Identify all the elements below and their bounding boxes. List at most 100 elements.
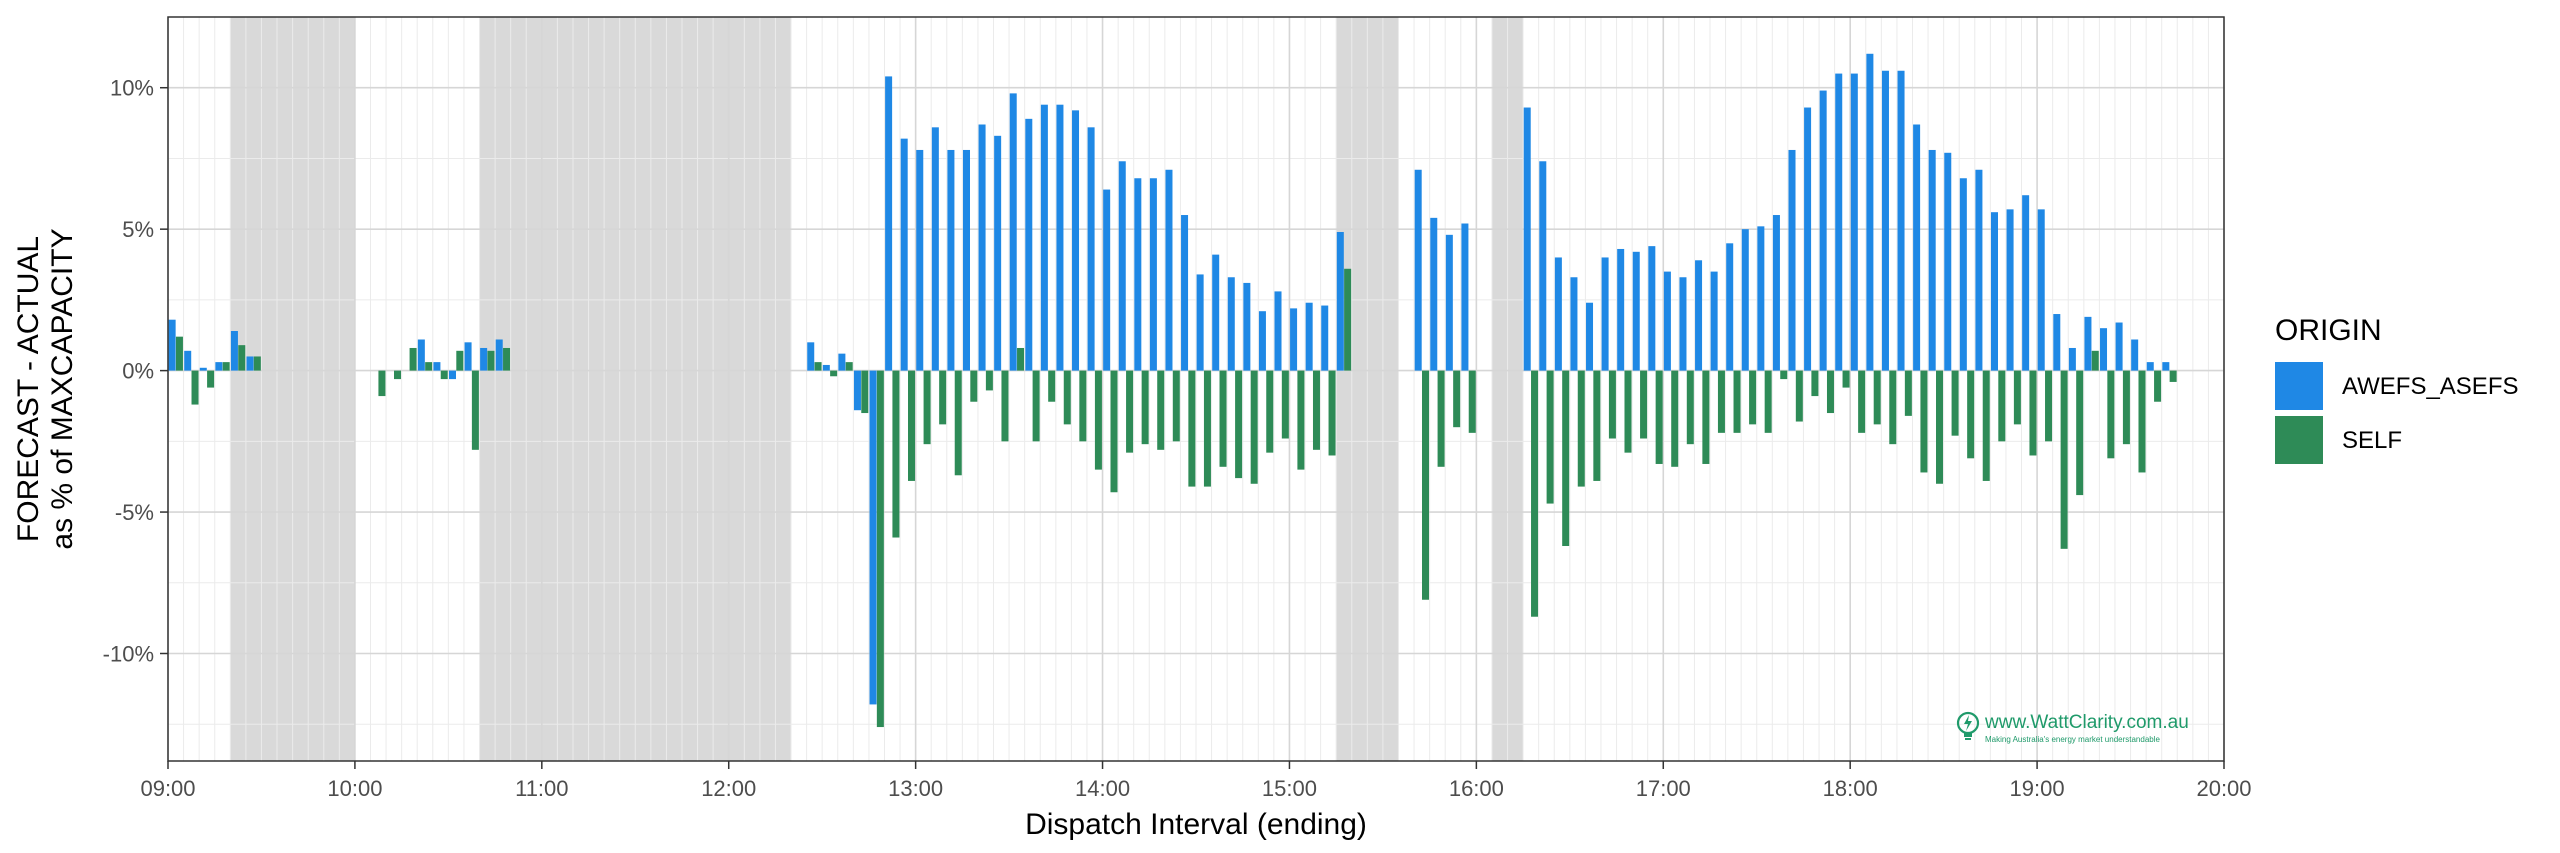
- y-tick-label: -5%: [115, 500, 154, 525]
- bar-awefs-asefs-1940: [2146, 362, 2154, 371]
- bar-awefs-asefs-1305: [916, 149, 924, 371]
- bar-awefs-asefs-1650: [1617, 248, 1625, 371]
- watermark-text: www.WattClarity.com.au: [1984, 712, 2189, 733]
- bar-self-1300: [908, 370, 916, 481]
- bar-self-1920: [2091, 350, 2099, 371]
- bar-self-1410: [1126, 370, 1134, 453]
- bar-self-1835: [1951, 370, 1959, 436]
- bar-self-1915: [2076, 370, 2084, 496]
- bar-self-1805: [1858, 370, 1866, 433]
- bar-awefs-asefs-1515: [1321, 305, 1329, 371]
- bar-awefs-asefs-1845: [1975, 169, 1983, 371]
- bar-self-0910: [191, 370, 199, 405]
- bar-awefs-asefs-1345: [1040, 104, 1048, 371]
- bar-self-1720: [1717, 370, 1725, 433]
- bar-self-1820: [1904, 370, 1912, 416]
- bar-awefs-asefs-1850: [1990, 212, 1998, 371]
- bar-self-1550: [1437, 370, 1445, 467]
- bar-awefs-asefs-1700: [1648, 246, 1656, 371]
- x-tick-label: 12:00: [701, 776, 756, 801]
- bar-awefs-asefs-1745: [1788, 149, 1796, 371]
- bar-self-1900: [2029, 370, 2037, 456]
- bar-awefs-asefs-1600: [1461, 223, 1469, 371]
- bar-self-1455: [1266, 370, 1274, 453]
- bar-awefs-asefs-1445: [1227, 277, 1235, 371]
- bar-self-1840: [1967, 370, 1975, 459]
- bar-awefs-asefs-0915: [199, 367, 207, 371]
- bar-self-1500: [1281, 370, 1289, 439]
- x-tick-label: 09:00: [140, 776, 195, 801]
- y-tick-label: 5%: [122, 217, 154, 242]
- bar-self-1320: [970, 370, 978, 402]
- bar-self-1825: [1920, 370, 1928, 473]
- bar-awefs-asefs-1920: [2084, 316, 2092, 371]
- bar-self-0925: [238, 345, 246, 371]
- bar-awefs-asefs-1640: [1586, 302, 1594, 371]
- bar-self-1045: [487, 350, 495, 371]
- bar-awefs-asefs-1800: [1835, 73, 1843, 371]
- bar-self-1555: [1453, 370, 1461, 428]
- bar-self-1350: [1063, 370, 1071, 425]
- bar-self-1620: [1531, 370, 1539, 617]
- bar-self-1240: [845, 362, 853, 371]
- legend: ORIGIN AWEFS_ASEFS SELF: [2275, 314, 2518, 464]
- bar-self-1650: [1624, 370, 1632, 453]
- bar-awefs-asefs-1710: [1679, 277, 1687, 371]
- bar-self-0930: [253, 356, 261, 371]
- bar-self-0920: [222, 362, 230, 371]
- bar-self-1750: [1811, 370, 1819, 397]
- bar-self-1325: [985, 370, 993, 391]
- legend-swatch-self: [2275, 416, 2323, 464]
- bar-awefs-asefs-1235: [822, 364, 830, 371]
- bar-self-1400: [1094, 370, 1102, 470]
- bar-self-1230: [814, 362, 822, 371]
- bar-awefs-asefs-1405: [1103, 189, 1111, 371]
- bar-awefs-asefs-1230: [807, 342, 815, 371]
- bar-self-1940: [2154, 370, 2162, 402]
- bar-self-1710: [1686, 370, 1694, 445]
- bar-self-1420: [1157, 370, 1165, 450]
- bar-self-1040: [471, 370, 479, 450]
- bar-awefs-asefs-0910: [184, 350, 192, 371]
- bar-self-1440: [1219, 370, 1227, 467]
- y-tick-label: -10%: [103, 642, 154, 667]
- bar-awefs-asefs-1045: [480, 347, 488, 371]
- bar-awefs-asefs-1620: [1523, 107, 1531, 371]
- x-tick-label: 11:00: [515, 776, 568, 801]
- bar-awefs-asefs-1905: [2037, 209, 2045, 371]
- bar-awefs-asefs-1805: [1850, 73, 1858, 371]
- bar-self-1435: [1203, 370, 1211, 487]
- bar-awefs-asefs-1755: [1819, 90, 1827, 371]
- bar-self-1740: [1780, 370, 1788, 380]
- bar-self-1625: [1546, 370, 1554, 504]
- bar-awefs-asefs-1030: [433, 362, 441, 371]
- bar-self-1945: [2169, 370, 2177, 382]
- bar-awefs-asefs-1240: [838, 353, 846, 371]
- bar-self-0915: [207, 370, 215, 388]
- bar-awefs-asefs-1330: [994, 135, 1002, 371]
- bar-self-1810: [1873, 370, 1881, 425]
- bar-self-1450: [1250, 370, 1258, 484]
- bar-awefs-asefs-1705: [1663, 271, 1671, 371]
- bar-awefs-asefs-1500: [1274, 291, 1282, 371]
- bar-awefs-asefs-1350: [1056, 104, 1064, 371]
- bar-self-1705: [1671, 370, 1679, 467]
- legend-title: ORIGIN: [2275, 314, 2382, 347]
- bar-awefs-asefs-1715: [1695, 260, 1703, 371]
- legend-swatch-awefs-asefs: [2275, 362, 2323, 410]
- y-axis-title-line-2: as % of MAXCAPACITY: [46, 228, 79, 549]
- bar-awefs-asefs-1910: [2053, 314, 2061, 371]
- bar-awefs-asefs-1250: [869, 370, 877, 705]
- bar-awefs-asefs-1040: [464, 342, 472, 371]
- bar-awefs-asefs-1450: [1243, 282, 1251, 371]
- y-tick-label: 0%: [122, 359, 154, 384]
- bar-awefs-asefs-1725: [1726, 243, 1734, 371]
- watermark-tagline: Making Australia's energy market underst…: [1985, 735, 2161, 744]
- bar-self-1830: [1936, 370, 1944, 484]
- bar-awefs-asefs-1555: [1445, 234, 1453, 371]
- bar-awefs-asefs-0920: [215, 362, 223, 371]
- bar-self-1330: [1001, 370, 1009, 442]
- grid-lines: [167, 16, 2225, 761]
- bar-self-1035: [456, 350, 464, 371]
- bar-awefs-asefs-1400: [1087, 127, 1095, 371]
